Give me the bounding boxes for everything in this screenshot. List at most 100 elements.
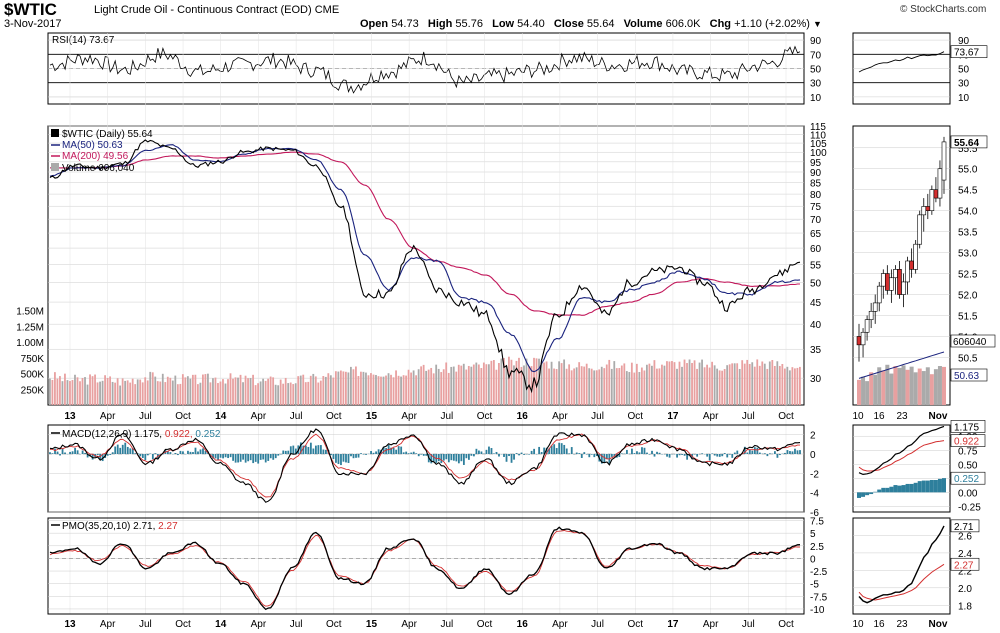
xaxis-bottom-label-19: Oct <box>778 619 794 630</box>
volume-bar <box>154 376 157 405</box>
macd-histogram-bar <box>548 448 551 454</box>
volume-bar <box>756 359 759 405</box>
close-label: Close <box>553 18 584 30</box>
volume-bar <box>269 376 272 405</box>
macd-histogram-bar <box>631 448 633 454</box>
price-tick-label-8: 70 <box>810 215 822 226</box>
macd-tick-label-4: 2 <box>810 431 816 442</box>
volume-bar <box>284 377 287 405</box>
macd-histogram-bar <box>794 448 796 454</box>
macd-legend: MACD(12,26,9) 1.175, 0.922, 0.252 <box>62 429 221 440</box>
volume-bar <box>176 384 179 405</box>
volume-bar <box>726 365 729 405</box>
volume-bar <box>329 375 332 405</box>
macd-histogram-bar <box>355 454 357 458</box>
xaxis-bottom-label-8: 15 <box>366 619 378 630</box>
xaxis-label-11: Oct <box>477 411 493 422</box>
macd-histogram-bar <box>648 454 651 455</box>
macd-histogram-bar <box>111 452 114 454</box>
volume-bar <box>49 378 51 405</box>
macd-histogram-bar <box>763 453 766 454</box>
high-label: High <box>427 18 453 30</box>
recent-volume-bar <box>909 366 914 405</box>
macd-histogram-bar <box>119 447 122 454</box>
price-tick-label-3: 45 <box>810 298 822 309</box>
recent-price-tick-2: 51.5 <box>958 311 978 322</box>
macd-histogram-bar <box>553 444 556 454</box>
volume-bar <box>405 375 407 405</box>
macd-histogram-bar <box>284 450 287 454</box>
volume-bar <box>324 376 327 405</box>
volume-bar <box>352 369 355 405</box>
volume-bar <box>71 380 74 405</box>
volume-tick-label-3: 1.00M <box>16 338 44 349</box>
macd-histogram-bar <box>756 447 759 454</box>
volume-bar <box>698 362 701 405</box>
xaxis-bottom-label-6: Jul <box>290 619 303 630</box>
macd-histogram-bar <box>269 454 272 459</box>
pmo-legend: PMO(35,20,10) 2.71, 2.27 <box>62 521 178 532</box>
macd-histogram-bar <box>114 446 117 454</box>
volume-bar <box>480 368 483 405</box>
macd-histogram-bar <box>314 445 317 454</box>
volume-bar <box>648 363 651 405</box>
xaxis-label-3: Oct <box>175 411 191 422</box>
volume-bar <box>344 371 347 405</box>
macd-histogram-bar <box>219 454 222 458</box>
volume-bar <box>738 368 741 405</box>
volume-bar <box>447 372 450 405</box>
macd-histogram-bar <box>450 454 453 461</box>
macd-histogram-bar <box>490 448 493 454</box>
volume-bar <box>415 375 418 405</box>
xaxis-bottom-label-14: Jul <box>591 619 604 630</box>
chart-date: 3-Nov-2017 <box>4 18 62 30</box>
price-tick-label-6: 60 <box>810 244 822 255</box>
volume-bar <box>768 361 771 405</box>
volume-bar <box>713 365 716 405</box>
volume-bar <box>249 378 252 405</box>
macd-histogram-bar <box>259 454 262 460</box>
recent-macd-bar <box>897 485 902 493</box>
dropdown-arrow-icon[interactable]: ▼ <box>813 19 822 29</box>
recent-volume-bar <box>929 374 934 405</box>
macd-histogram-bar <box>708 454 711 461</box>
macd-histogram-bar <box>174 452 177 454</box>
brand-logo[interactable]: © StockCharts.com <box>900 4 987 15</box>
pmo-tick-label-4: 0 <box>810 554 816 565</box>
volume-bar <box>543 362 545 405</box>
macd-histogram-bar <box>779 454 781 456</box>
volume-bar <box>681 366 683 405</box>
recent-pmo-value-box <box>950 519 980 533</box>
volume-bar <box>525 358 528 405</box>
volume-bar <box>191 374 194 405</box>
recent-candle-body <box>909 260 914 270</box>
macd-histogram-bar <box>578 453 581 454</box>
volume-bar <box>513 365 515 405</box>
volume-bar <box>169 377 172 405</box>
macd-histogram-bar <box>580 454 583 458</box>
volume-bar <box>367 375 370 405</box>
macd-histogram-bar <box>743 446 746 454</box>
volume-bar <box>673 362 676 405</box>
volume-bar <box>101 380 104 405</box>
macd-histogram-bar <box>493 453 495 454</box>
volume-bar <box>89 374 91 405</box>
macd-histogram-bar <box>204 450 207 454</box>
macd-histogram-bar <box>182 451 184 454</box>
pmo-tick-label-5: 2.5 <box>810 542 824 553</box>
volume-bar <box>61 381 64 405</box>
macd-histogram-bar <box>520 452 523 454</box>
price-tick-label-12: 90 <box>810 168 822 179</box>
macd-histogram-bar <box>518 454 520 456</box>
macd-histogram-bar <box>400 446 403 454</box>
volume-bar <box>342 371 345 405</box>
macd-histogram-bar <box>533 448 536 454</box>
volume-bar <box>508 356 510 405</box>
macd-histogram-bar <box>485 449 488 454</box>
volume-bar <box>289 382 292 405</box>
recent-macd-bar <box>917 481 922 493</box>
recent-macd-bar <box>889 486 894 493</box>
macd-histogram-bar <box>478 450 480 454</box>
volume-bar <box>164 382 167 405</box>
macd-histogram-bar <box>312 448 315 454</box>
